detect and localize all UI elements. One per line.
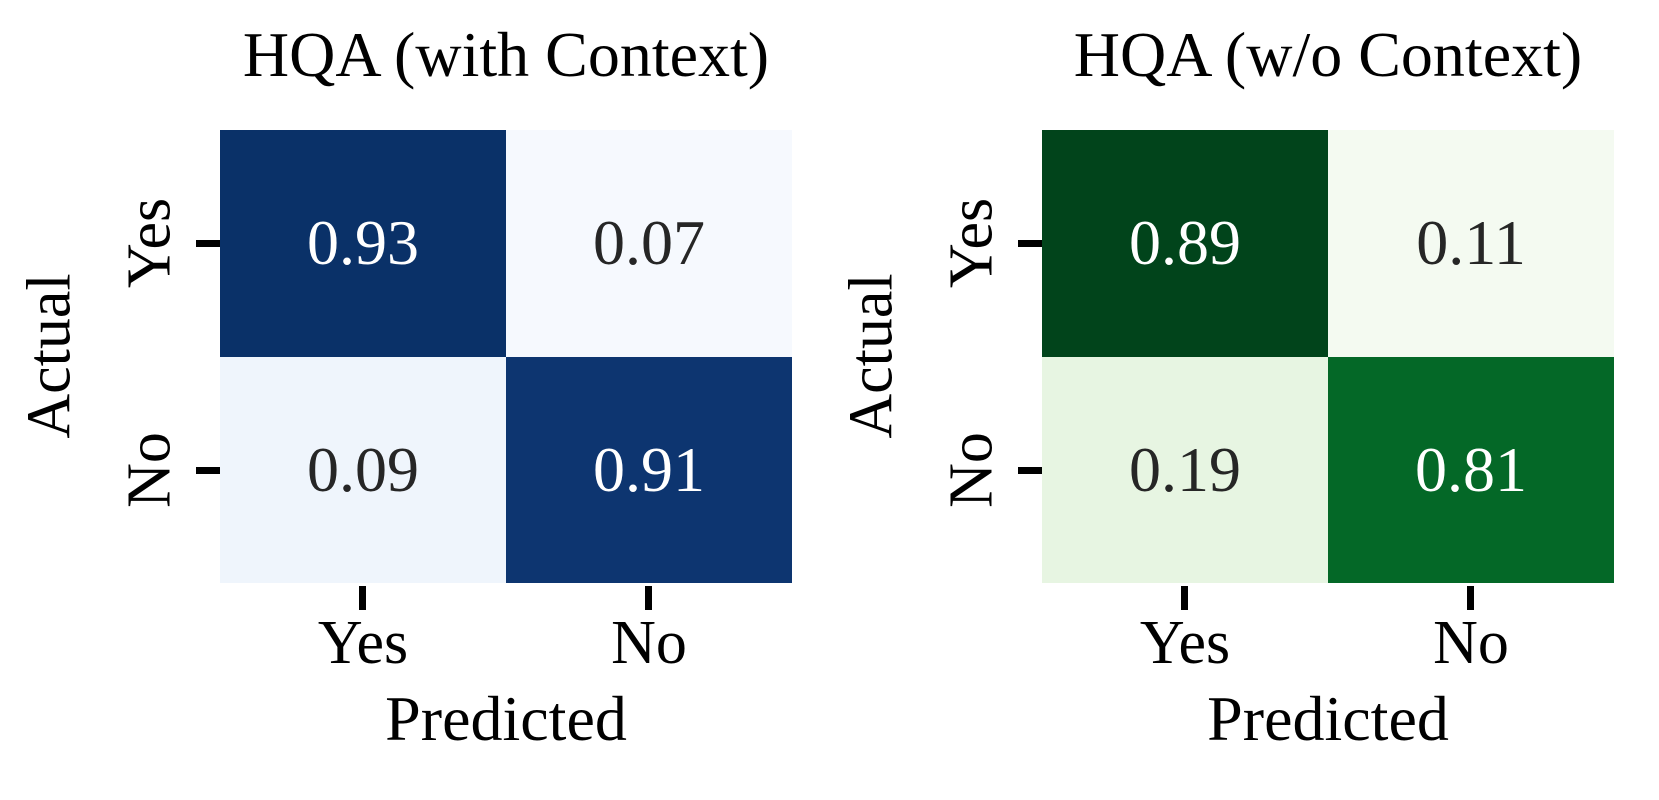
- panel-hqa-without-context: HQA (w/o Context) Actual Yes No 0.89 0.1…: [822, 0, 1659, 800]
- y-tick-label-yes: Yes: [115, 197, 184, 289]
- y-tick-mark: [196, 240, 220, 247]
- heatmap-grid: 0.93 0.07 0.09 0.91: [220, 130, 792, 583]
- heatmap-cell-actualyes-predno: 0.11: [1328, 130, 1614, 357]
- heatmap-grid: 0.89 0.11 0.19 0.81: [1042, 130, 1614, 583]
- x-tick-mark: [359, 586, 366, 610]
- y-tick-mark: [1018, 467, 1042, 474]
- chart-title: HQA (with Context): [242, 19, 770, 90]
- x-tick-mark: [645, 586, 652, 610]
- y-axis-label: Actual: [837, 273, 906, 439]
- x-tick-label-yes: Yes: [317, 609, 409, 677]
- y-tick-label-no: No: [115, 432, 184, 508]
- x-axis-label: Predicted: [1207, 683, 1449, 754]
- x-tick-mark: [1181, 586, 1188, 610]
- y-tick-label-no: No: [937, 432, 1006, 508]
- x-tick-label-no: No: [1433, 609, 1509, 677]
- heatmap-cell-actualno-predno: 0.91: [506, 356, 792, 583]
- y-tick-label-yes: Yes: [937, 197, 1006, 289]
- x-tick-label-no: No: [611, 609, 687, 677]
- y-axis-label: Actual: [15, 273, 84, 439]
- heatmap-cell-actualno-predyes: 0.09: [220, 356, 506, 583]
- x-axis-label: Predicted: [385, 683, 627, 754]
- x-tick-label-yes: Yes: [1139, 609, 1231, 677]
- heatmap-cell-actualyes-predno: 0.07: [506, 130, 792, 357]
- heatmap-cell-actualyes-predyes: 0.93: [220, 130, 506, 357]
- x-tick-mark: [1467, 586, 1474, 610]
- chart-title: HQA (w/o Context): [1073, 19, 1583, 90]
- panel-hqa-with-context: HQA (with Context) Actual Yes No 0.93 0.…: [15, 19, 792, 754]
- heatmap-cell-actualyes-predyes: 0.89: [1042, 130, 1328, 357]
- y-tick-mark: [196, 467, 220, 474]
- heatmap-cell-actualno-predyes: 0.19: [1042, 356, 1328, 583]
- heatmap-cell-actualno-predno: 0.81: [1328, 356, 1614, 583]
- y-tick-mark: [1018, 240, 1042, 247]
